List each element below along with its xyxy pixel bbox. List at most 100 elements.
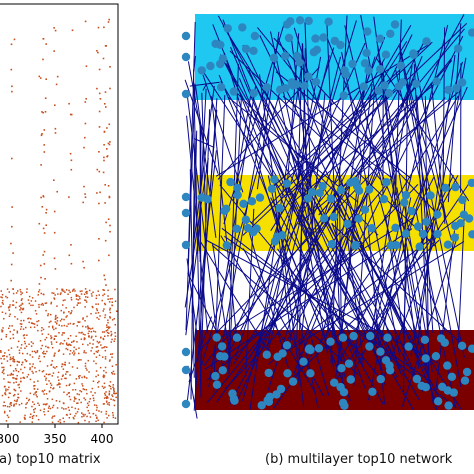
matrix-dot	[92, 339, 95, 341]
matrix-dot	[76, 402, 78, 404]
matrix-dot	[34, 310, 37, 312]
network-node	[282, 341, 292, 350]
matrix-dot	[81, 331, 83, 334]
network-node	[444, 85, 453, 95]
matrix-dot	[105, 391, 107, 393]
matrix-dot	[54, 318, 57, 320]
matrix-dot	[101, 347, 103, 349]
matrix-dot	[98, 238, 100, 240]
network-node	[443, 240, 453, 249]
matrix-dot	[85, 326, 87, 328]
network-node	[247, 197, 257, 206]
matrix-dot	[50, 384, 53, 386]
matrix-dot	[53, 27, 55, 29]
matrix-dot	[115, 396, 117, 399]
matrix-dot	[68, 289, 70, 292]
matrix-dot	[53, 231, 56, 234]
matrix-dot	[35, 313, 38, 315]
network-node	[233, 190, 242, 200]
matrix-dot	[95, 356, 98, 358]
network-node	[270, 175, 279, 184]
matrix-dot	[38, 75, 41, 78]
matrix-dot	[61, 288, 63, 291]
matrix-dot	[22, 334, 25, 337]
matrix-dot	[0, 290, 2, 292]
matrix-dot	[52, 327, 54, 329]
matrix-dot	[0, 338, 3, 340]
matrix-dot	[110, 330, 112, 333]
matrix-dot	[98, 259, 100, 262]
matrix-dot	[84, 365, 87, 367]
matrix-dot	[56, 305, 58, 307]
network-node	[233, 183, 242, 192]
matrix-dot	[84, 299, 86, 301]
matrix-dot	[57, 350, 60, 352]
matrix-dot	[111, 356, 113, 358]
matrix-dot	[51, 343, 53, 345]
matrix-dot	[56, 384, 59, 386]
matrix-dot	[95, 294, 98, 297]
network-node	[426, 191, 435, 200]
matrix-dot	[12, 356, 15, 358]
matrix-dot	[53, 298, 56, 300]
matrix-dot	[31, 370, 33, 373]
matrix-dot	[96, 406, 98, 409]
matrix-dot	[3, 378, 5, 380]
matrix-dot	[4, 405, 6, 407]
matrix-dot	[47, 407, 50, 409]
interlayer-edge	[300, 56, 423, 346]
matrix-dot	[16, 330, 19, 333]
x-tick-label: 400	[91, 432, 114, 446]
matrix-dot	[44, 302, 47, 305]
matrix-dot	[11, 325, 13, 327]
matrix-dot	[29, 416, 31, 418]
matrix-dot	[66, 343, 68, 346]
matrix-dot	[20, 347, 22, 349]
matrix-dot	[12, 333, 14, 336]
matrix-dot	[26, 402, 28, 404]
network-node	[367, 224, 376, 233]
matrix-dot	[5, 295, 7, 298]
matrix-dot	[10, 373, 13, 376]
matrix-dot	[104, 202, 106, 204]
matrix-dot	[97, 290, 99, 292]
x-tick-label: 350	[44, 432, 67, 446]
network-node	[304, 16, 313, 26]
matrix-dot	[17, 370, 20, 373]
network-node	[229, 87, 239, 96]
interlayer-edge	[282, 14, 465, 350]
interlayer-edge	[442, 27, 446, 189]
matrix-dot	[68, 362, 71, 364]
matrix-dot	[1, 371, 4, 374]
matrix-dot	[79, 390, 81, 392]
matrix-dot	[20, 344, 23, 346]
matrix-dot	[40, 164, 42, 166]
matrix-dot	[86, 315, 88, 318]
network-node	[433, 397, 443, 406]
matrix-dot	[42, 304, 44, 306]
interlayer-edge	[399, 48, 465, 358]
matrix-dot	[60, 309, 62, 312]
matrix-dot	[71, 352, 74, 354]
matrix-dot	[26, 376, 28, 378]
matrix-dot	[103, 382, 106, 385]
matrix-dot	[98, 126, 101, 128]
matrix-dot	[81, 412, 83, 414]
matrix-dot	[98, 170, 101, 173]
matrix-dot	[113, 373, 116, 375]
matrix-dot	[50, 386, 52, 389]
matrix-dot	[96, 416, 98, 419]
matrix-dot	[5, 388, 7, 390]
matrix-dot	[57, 293, 59, 295]
matrix-dot	[50, 320, 52, 323]
matrix-dot	[106, 324, 108, 326]
matrix-dot	[85, 291, 87, 293]
matrix-dot	[65, 307, 67, 309]
matrix-dot	[104, 184, 106, 186]
matrix-dot	[92, 330, 95, 332]
matrix-dot	[73, 340, 75, 342]
network-node	[359, 82, 368, 91]
network-node	[306, 369, 315, 378]
matrix-dot	[96, 168, 99, 171]
matrix-dot	[14, 378, 17, 380]
